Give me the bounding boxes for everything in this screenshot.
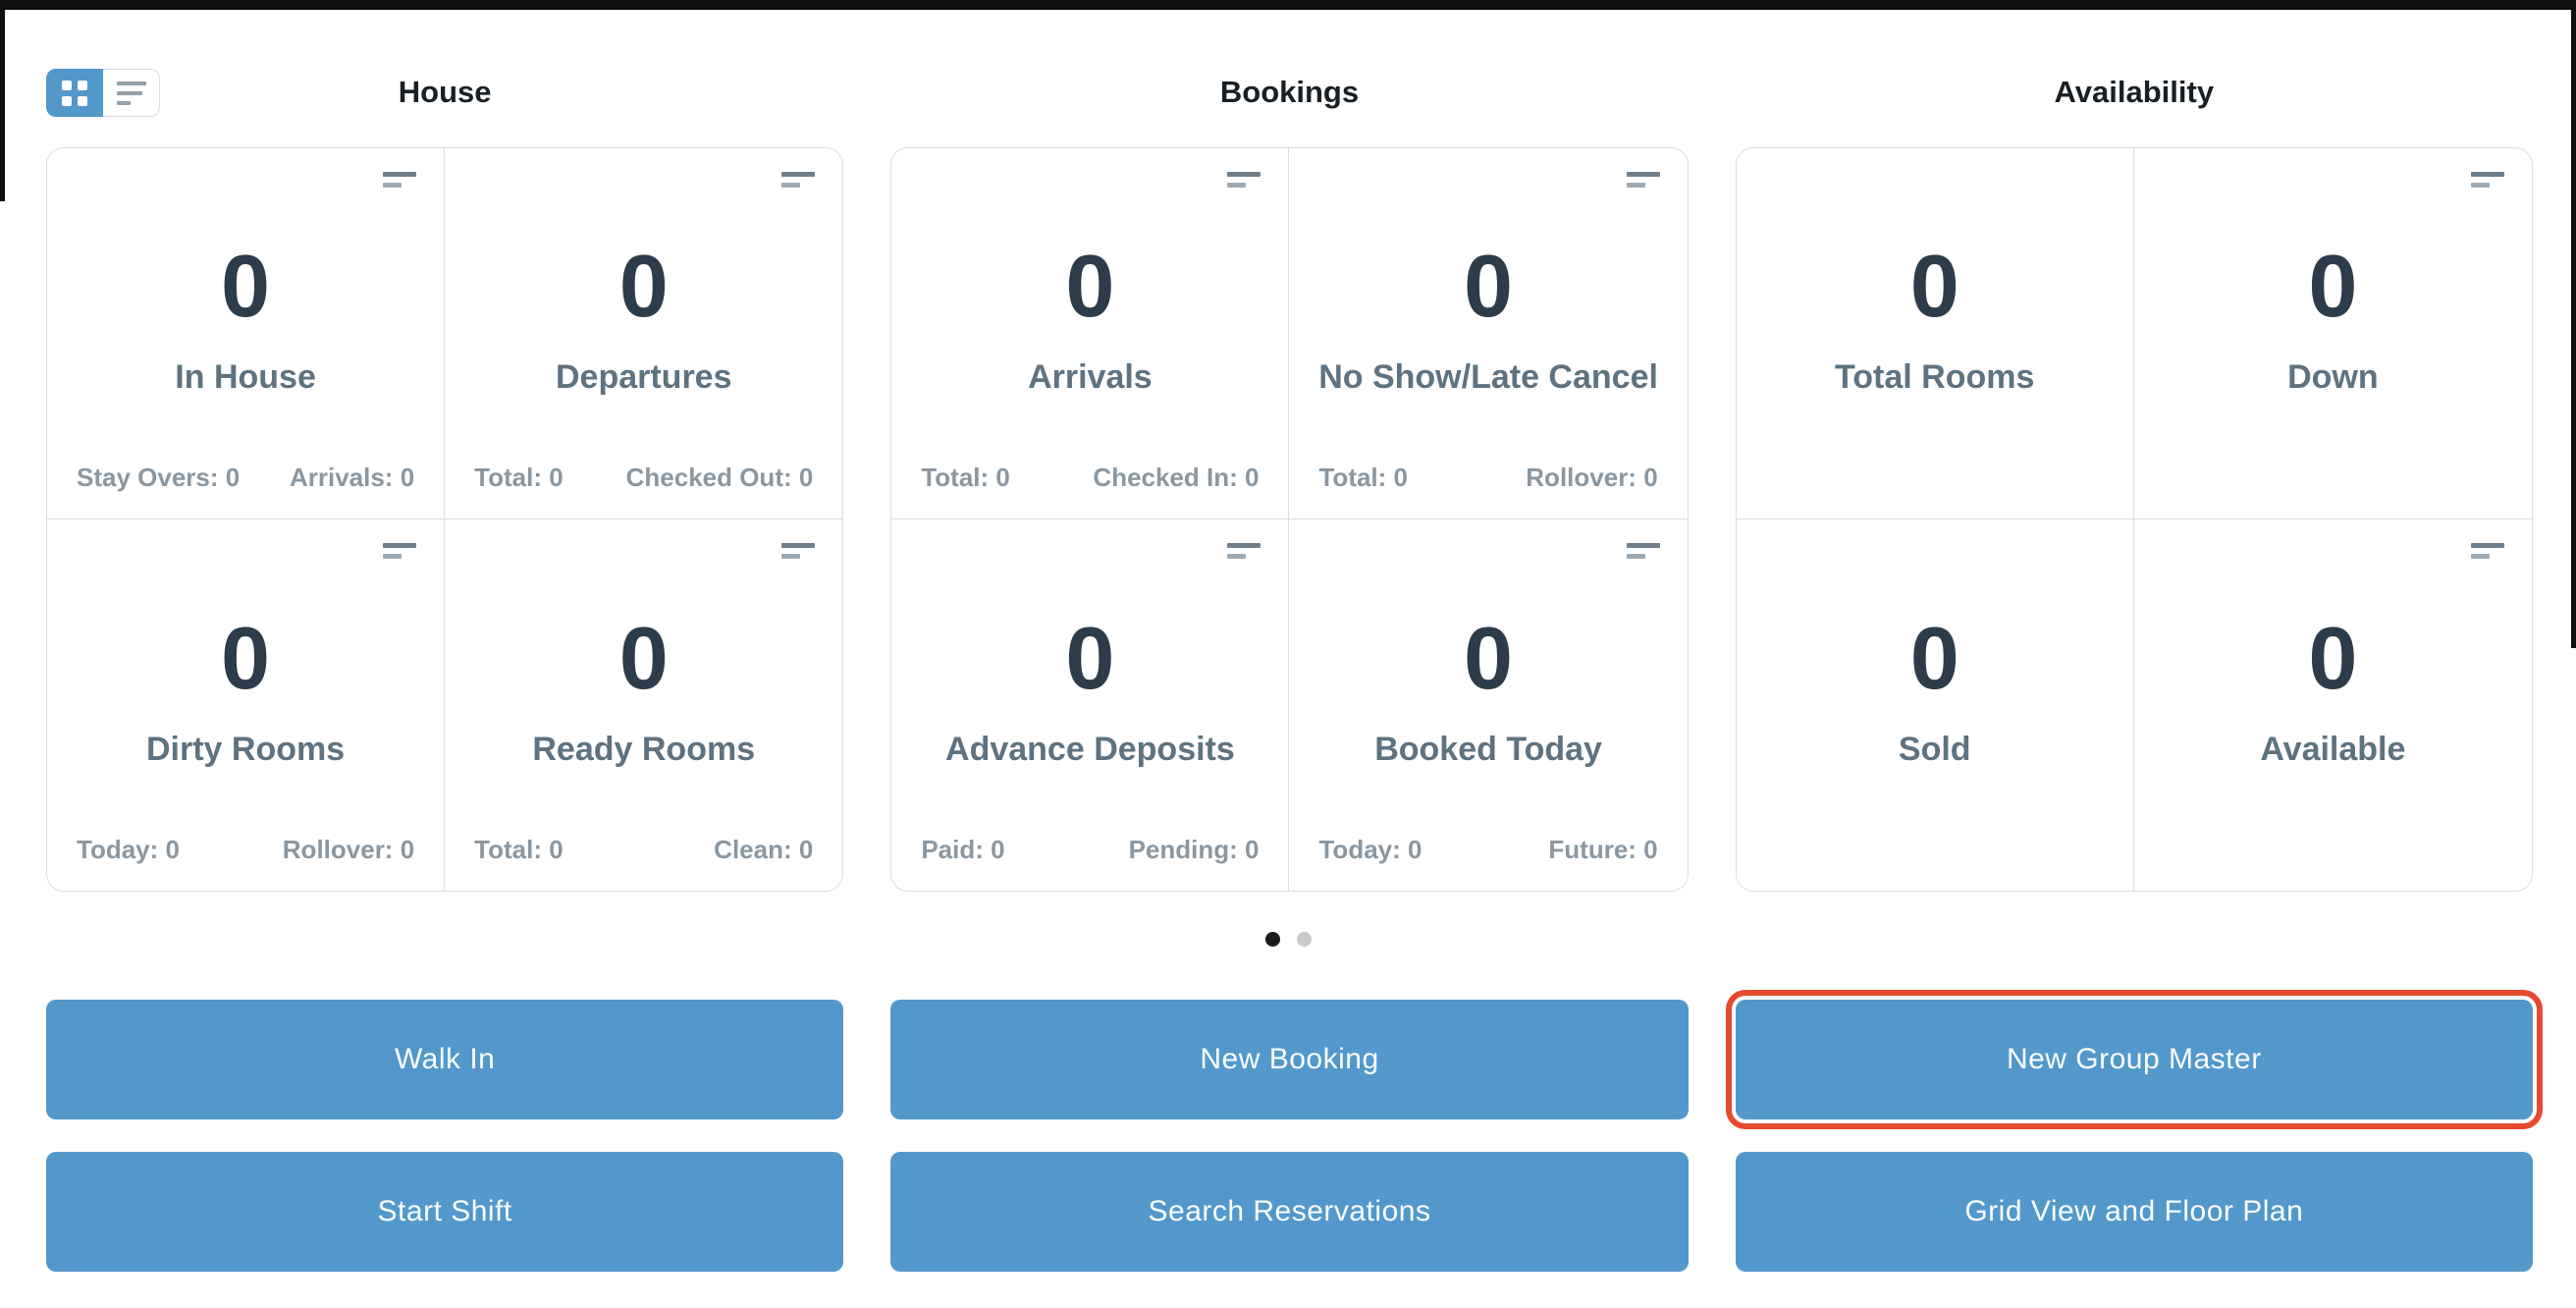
stat-value: 0 (2308, 238, 2358, 336)
card-available[interactable]: 0 Available (2133, 519, 2532, 891)
stat-card-groups: 0 In House Stay Overs: 0 Arrivals: 0 0 D… (46, 147, 2533, 892)
bars-icon[interactable] (1626, 172, 1660, 188)
view-toggle (46, 69, 160, 117)
window-top-edge (0, 0, 2576, 10)
bars-icon[interactable] (2470, 172, 2504, 188)
window-left-edge (0, 10, 5, 201)
card-in-house[interactable]: 0 In House Stay Overs: 0 Arrivals: 0 (47, 148, 446, 519)
bookings-card-group: 0 Arrivals Total: 0 Checked In: 0 0 No S… (890, 147, 1689, 892)
carousel-dots (0, 932, 2576, 947)
stat-label: Arrivals (1028, 358, 1153, 396)
carousel-dot-inactive[interactable] (1296, 932, 1312, 947)
stat-value: 0 (1065, 609, 1115, 708)
walk-in-button[interactable]: Walk In (46, 1000, 844, 1119)
stat-label: No Show/Late Cancel (1318, 358, 1658, 396)
stat-footer-left: Paid: 0 (921, 835, 1005, 864)
stat-label: Available (2260, 730, 2406, 768)
bars-icon[interactable] (2470, 543, 2504, 559)
search-reservations-button[interactable]: Search Reservations (890, 1152, 1689, 1272)
column-title-bookings: Bookings (1219, 75, 1360, 109)
stat-footer-right: Checked In: 0 (1093, 463, 1260, 492)
stat-footer-right: Future: 0 (1548, 835, 1658, 864)
stat-label: Dirty Rooms (146, 730, 346, 768)
bars-icon[interactable] (1227, 543, 1261, 559)
stat-value: 0 (1909, 238, 1959, 336)
stat-footer-left: Total: 0 (474, 835, 564, 864)
start-shift-button[interactable]: Start Shift (46, 1152, 844, 1272)
stat-label: In House (175, 358, 316, 396)
card-arrivals[interactable]: 0 Arrivals Total: 0 Checked In: 0 (891, 148, 1290, 519)
stat-value: 0 (2308, 609, 2358, 708)
stat-value: 0 (1909, 609, 1959, 708)
stat-value: 0 (1464, 238, 1514, 336)
bars-icon[interactable] (383, 172, 417, 188)
stat-footer-left: Total: 0 (474, 463, 564, 492)
card-ready-rooms[interactable]: 0 Ready Rooms Total: 0 Clean: 0 (445, 519, 843, 891)
new-booking-button[interactable]: New Booking (890, 1000, 1689, 1119)
stat-label: Booked Today (1374, 730, 1602, 768)
stat-value: 0 (221, 609, 271, 708)
stat-value: 0 (618, 609, 669, 708)
card-advance-deposits[interactable]: 0 Advance Deposits Paid: 0 Pending: 0 (891, 519, 1290, 891)
stat-footer-right: Arrivals: 0 (289, 463, 415, 492)
stat-footer-left: Total: 0 (1318, 463, 1409, 492)
stat-label: Sold (1898, 730, 1971, 768)
stat-footer-left: Stay Overs: 0 (77, 463, 241, 492)
stat-value: 0 (1065, 238, 1115, 336)
column-title-house: House (398, 75, 492, 109)
grid-icon (62, 80, 87, 106)
card-booked-today[interactable]: 0 Booked Today Today: 0 Future: 0 (1289, 519, 1688, 891)
bars-icon[interactable] (1227, 172, 1261, 188)
grid-view-floor-plan-button[interactable]: Grid View and Floor Plan (1735, 1152, 2533, 1272)
availability-card-group: 0 Total Rooms 0 Down 0 Sold 0 Available (1735, 147, 2533, 892)
stat-label: Down (2287, 358, 2379, 396)
list-view-toggle[interactable] (103, 69, 160, 117)
bars-icon[interactable] (383, 543, 417, 559)
stat-footer-right: Pending: 0 (1128, 835, 1260, 864)
card-no-show-late-cancel[interactable]: 0 No Show/Late Cancel Total: 0 Rollover:… (1289, 148, 1688, 519)
stat-value: 0 (1464, 609, 1514, 708)
bars-icon[interactable] (1626, 543, 1660, 559)
list-lines-icon (116, 81, 146, 105)
column-title-availability: Availability (2054, 75, 2215, 109)
stat-footer-right: Rollover: 0 (1526, 463, 1658, 492)
stat-label: Ready Rooms (532, 730, 756, 768)
stat-footer-left: Today: 0 (77, 835, 180, 864)
window-right-edge (2571, 10, 2576, 648)
carousel-dot-active[interactable] (1264, 932, 1280, 947)
stat-value: 0 (618, 238, 669, 336)
card-dirty-rooms[interactable]: 0 Dirty Rooms Today: 0 Rollover: 0 (47, 519, 446, 891)
stat-label: Advance Deposits (945, 730, 1235, 768)
stat-footer-right: Rollover: 0 (282, 835, 415, 864)
stat-footer-left: Today: 0 (1318, 835, 1422, 864)
stat-footer-left: Total: 0 (921, 463, 1010, 492)
stat-footer-right: Checked Out: 0 (625, 463, 814, 492)
stat-footer-right: Clean: 0 (714, 835, 814, 864)
action-buttons: Walk In New Booking New Group Master Sta… (46, 990, 2543, 1272)
stat-label: Total Rooms (1835, 358, 2035, 396)
column-titles: House Bookings Availability (46, 75, 2533, 110)
bars-icon[interactable] (781, 172, 816, 188)
stat-value: 0 (221, 238, 271, 336)
card-sold[interactable]: 0 Sold (1736, 519, 2134, 891)
card-down[interactable]: 0 Down (2133, 148, 2532, 519)
card-total-rooms[interactable]: 0 Total Rooms (1736, 148, 2134, 519)
bars-icon[interactable] (781, 543, 816, 559)
new-group-master-button[interactable]: New Group Master (1725, 990, 2543, 1129)
grid-view-toggle[interactable] (46, 69, 103, 117)
house-card-group: 0 In House Stay Overs: 0 Arrivals: 0 0 D… (46, 147, 844, 892)
stat-label: Departures (555, 358, 732, 396)
card-departures[interactable]: 0 Departures Total: 0 Checked Out: 0 (445, 148, 843, 519)
